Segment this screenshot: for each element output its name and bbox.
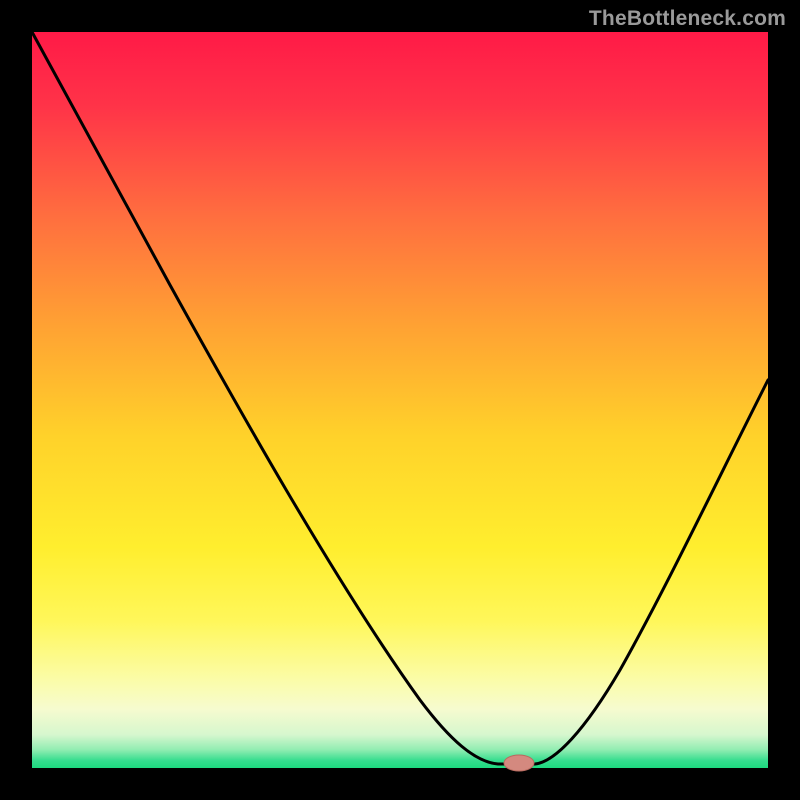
optimum-marker — [504, 755, 534, 771]
chart-frame: TheBottleneck.com — [0, 0, 800, 800]
plot-area — [32, 32, 768, 768]
bottleneck-chart — [0, 0, 800, 800]
